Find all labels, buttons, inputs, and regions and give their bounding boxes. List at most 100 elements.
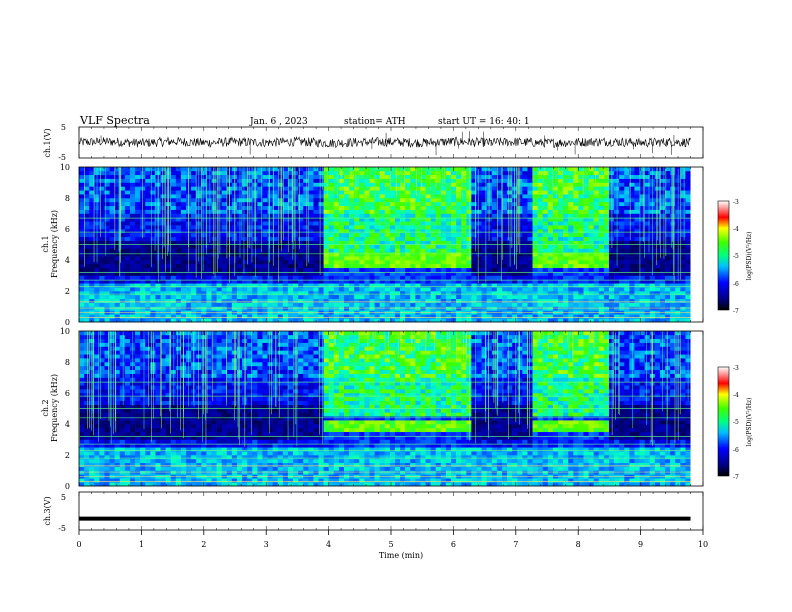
- ch1-spec-cell: [593, 240, 600, 245]
- ch1-spec-cell: [537, 275, 544, 280]
- ch1-spec-cell: [196, 279, 202, 284]
- ch1-spec-cell: [257, 263, 263, 269]
- ch1-spec-cell: [191, 190, 197, 195]
- ch1-spec-cell: [104, 217, 110, 222]
- ch1-spec-cell: [242, 190, 248, 195]
- ch1-spec-cell: [323, 178, 330, 183]
- ch1-spec-cell: [175, 205, 182, 210]
- ch1-spec-cell: [491, 306, 498, 311]
- ch1-spec-cell: [471, 170, 477, 176]
- ch1-spec-cell: [461, 190, 467, 195]
- ch1-spec-cell: [201, 314, 207, 319]
- ch1-spec-cell: [318, 167, 324, 172]
- ch1-spec-cell: [563, 205, 569, 210]
- ch1-spec-cell: [619, 314, 625, 319]
- ch1-spec-cell: [349, 201, 355, 207]
- ch1-spec-cell: [257, 256, 263, 261]
- ch1-spec-cell: [267, 279, 273, 284]
- ch1-spec-cell: [532, 287, 538, 292]
- ch1-spec-cell: [685, 291, 691, 296]
- ch1-spec-cell: [145, 244, 151, 249]
- ch1-spec-cell: [456, 232, 462, 238]
- ch1-spec-cell: [313, 205, 319, 210]
- ch1-spec-cell: [308, 186, 314, 191]
- ch1-spec-cell: [400, 252, 406, 257]
- ch1-spec-cell: [374, 302, 380, 307]
- ch1-spec-cell: [410, 283, 416, 288]
- ch1-spec-cell: [654, 298, 661, 303]
- ch1-spec-cell: [644, 178, 651, 183]
- ch1-spec-cell: [175, 186, 182, 191]
- ch1-spec-cell: [527, 194, 533, 199]
- ch1-spec-cell: [491, 178, 498, 183]
- ch1-spec-cell: [593, 283, 600, 288]
- ch1-spec-cell: [247, 275, 253, 280]
- ch1-spec-cell: [298, 213, 304, 218]
- ch1-spec-cell: [614, 306, 620, 311]
- ch1-spec-cell: [451, 236, 457, 241]
- ch1-spec-cell: [583, 182, 589, 187]
- ch1-spec-cell: [665, 244, 671, 249]
- ch1-spec-cell: [369, 256, 375, 261]
- ch1-spec-cell: [318, 240, 324, 245]
- ch1-spec-cell: [293, 194, 299, 199]
- ch1-spec-cell: [491, 244, 498, 249]
- ch1-spec-cell: [99, 287, 105, 292]
- ch1-spec-cell: [466, 236, 472, 241]
- ch1-spec-cell: [481, 244, 487, 249]
- ch1-spec-cell: [79, 287, 85, 292]
- ch1-spec-cell: [201, 275, 207, 280]
- ch1-spec-cell: [389, 306, 396, 311]
- ch1-spec-cell: [216, 248, 222, 253]
- ch1-spec-cell: [287, 298, 294, 303]
- ch1-spec-cell: [522, 213, 528, 218]
- ch1-spec-cell: [359, 182, 365, 187]
- ch1-spec-cell: [496, 201, 503, 207]
- ch1-spec-cell: [644, 306, 651, 311]
- ch1-spec-cell: [512, 306, 518, 311]
- ch1-spec-cell: [242, 260, 248, 265]
- ch1-spec-cell: [659, 260, 666, 265]
- ch1-spec-cell: [359, 217, 365, 222]
- ch1-spec-cell: [639, 271, 645, 276]
- ch1-spec-cell: [247, 271, 253, 276]
- ch1-spec-cell: [659, 244, 666, 249]
- ch1-spec-cell: [527, 190, 533, 195]
- ch1-spec-cell: [400, 217, 406, 222]
- ch1-spec-cell: [272, 217, 279, 222]
- ch1-spec-cell: [175, 240, 182, 245]
- ch1-spec-cell: [242, 186, 248, 191]
- ch1-spec-cell: [104, 306, 110, 311]
- ch1-spec-cell: [364, 244, 370, 249]
- ch1-spec-cell: [445, 209, 452, 214]
- ch1-spec-cell: [354, 294, 360, 300]
- ch1-spec-cell: [145, 279, 151, 284]
- ch1-spec-cell: [430, 263, 437, 269]
- ch1-spec-cell: [430, 221, 437, 226]
- ch1-spec-cell: [634, 229, 640, 234]
- ch1-spec-cell: [180, 178, 187, 183]
- ch1-spec-cell: [298, 283, 304, 288]
- ch1-spec-cell: [114, 298, 121, 303]
- ch1-spec-cell: [191, 279, 197, 284]
- ch1-spec-cell: [547, 221, 554, 226]
- ch1-spec-cell: [313, 279, 319, 284]
- ch1-spec-cell: [568, 178, 574, 183]
- ch1-spec-cell: [262, 221, 268, 226]
- ch1-spec-cell: [578, 229, 584, 234]
- ch1-spec-cell: [99, 306, 105, 311]
- ch1-spec-cell: [303, 198, 309, 203]
- ch1-spec-cell: [394, 225, 401, 230]
- ch1-spec-cell: [614, 287, 620, 292]
- ch1-spec-cell: [476, 248, 482, 253]
- ch1-spec-cell: [272, 209, 279, 214]
- ch1-spec-cell: [445, 217, 452, 222]
- ch1-spec-cell: [338, 263, 345, 269]
- ch1-spec-cell: [634, 225, 640, 230]
- ch1-spec-cell: [129, 302, 136, 307]
- ch1-spec-cell: [624, 209, 630, 214]
- ch1-spec-cell: [99, 209, 105, 214]
- ch1-spec-cell: [89, 186, 95, 191]
- ch1-spec-cell: [338, 236, 345, 241]
- ch1-spec-cell: [542, 294, 549, 300]
